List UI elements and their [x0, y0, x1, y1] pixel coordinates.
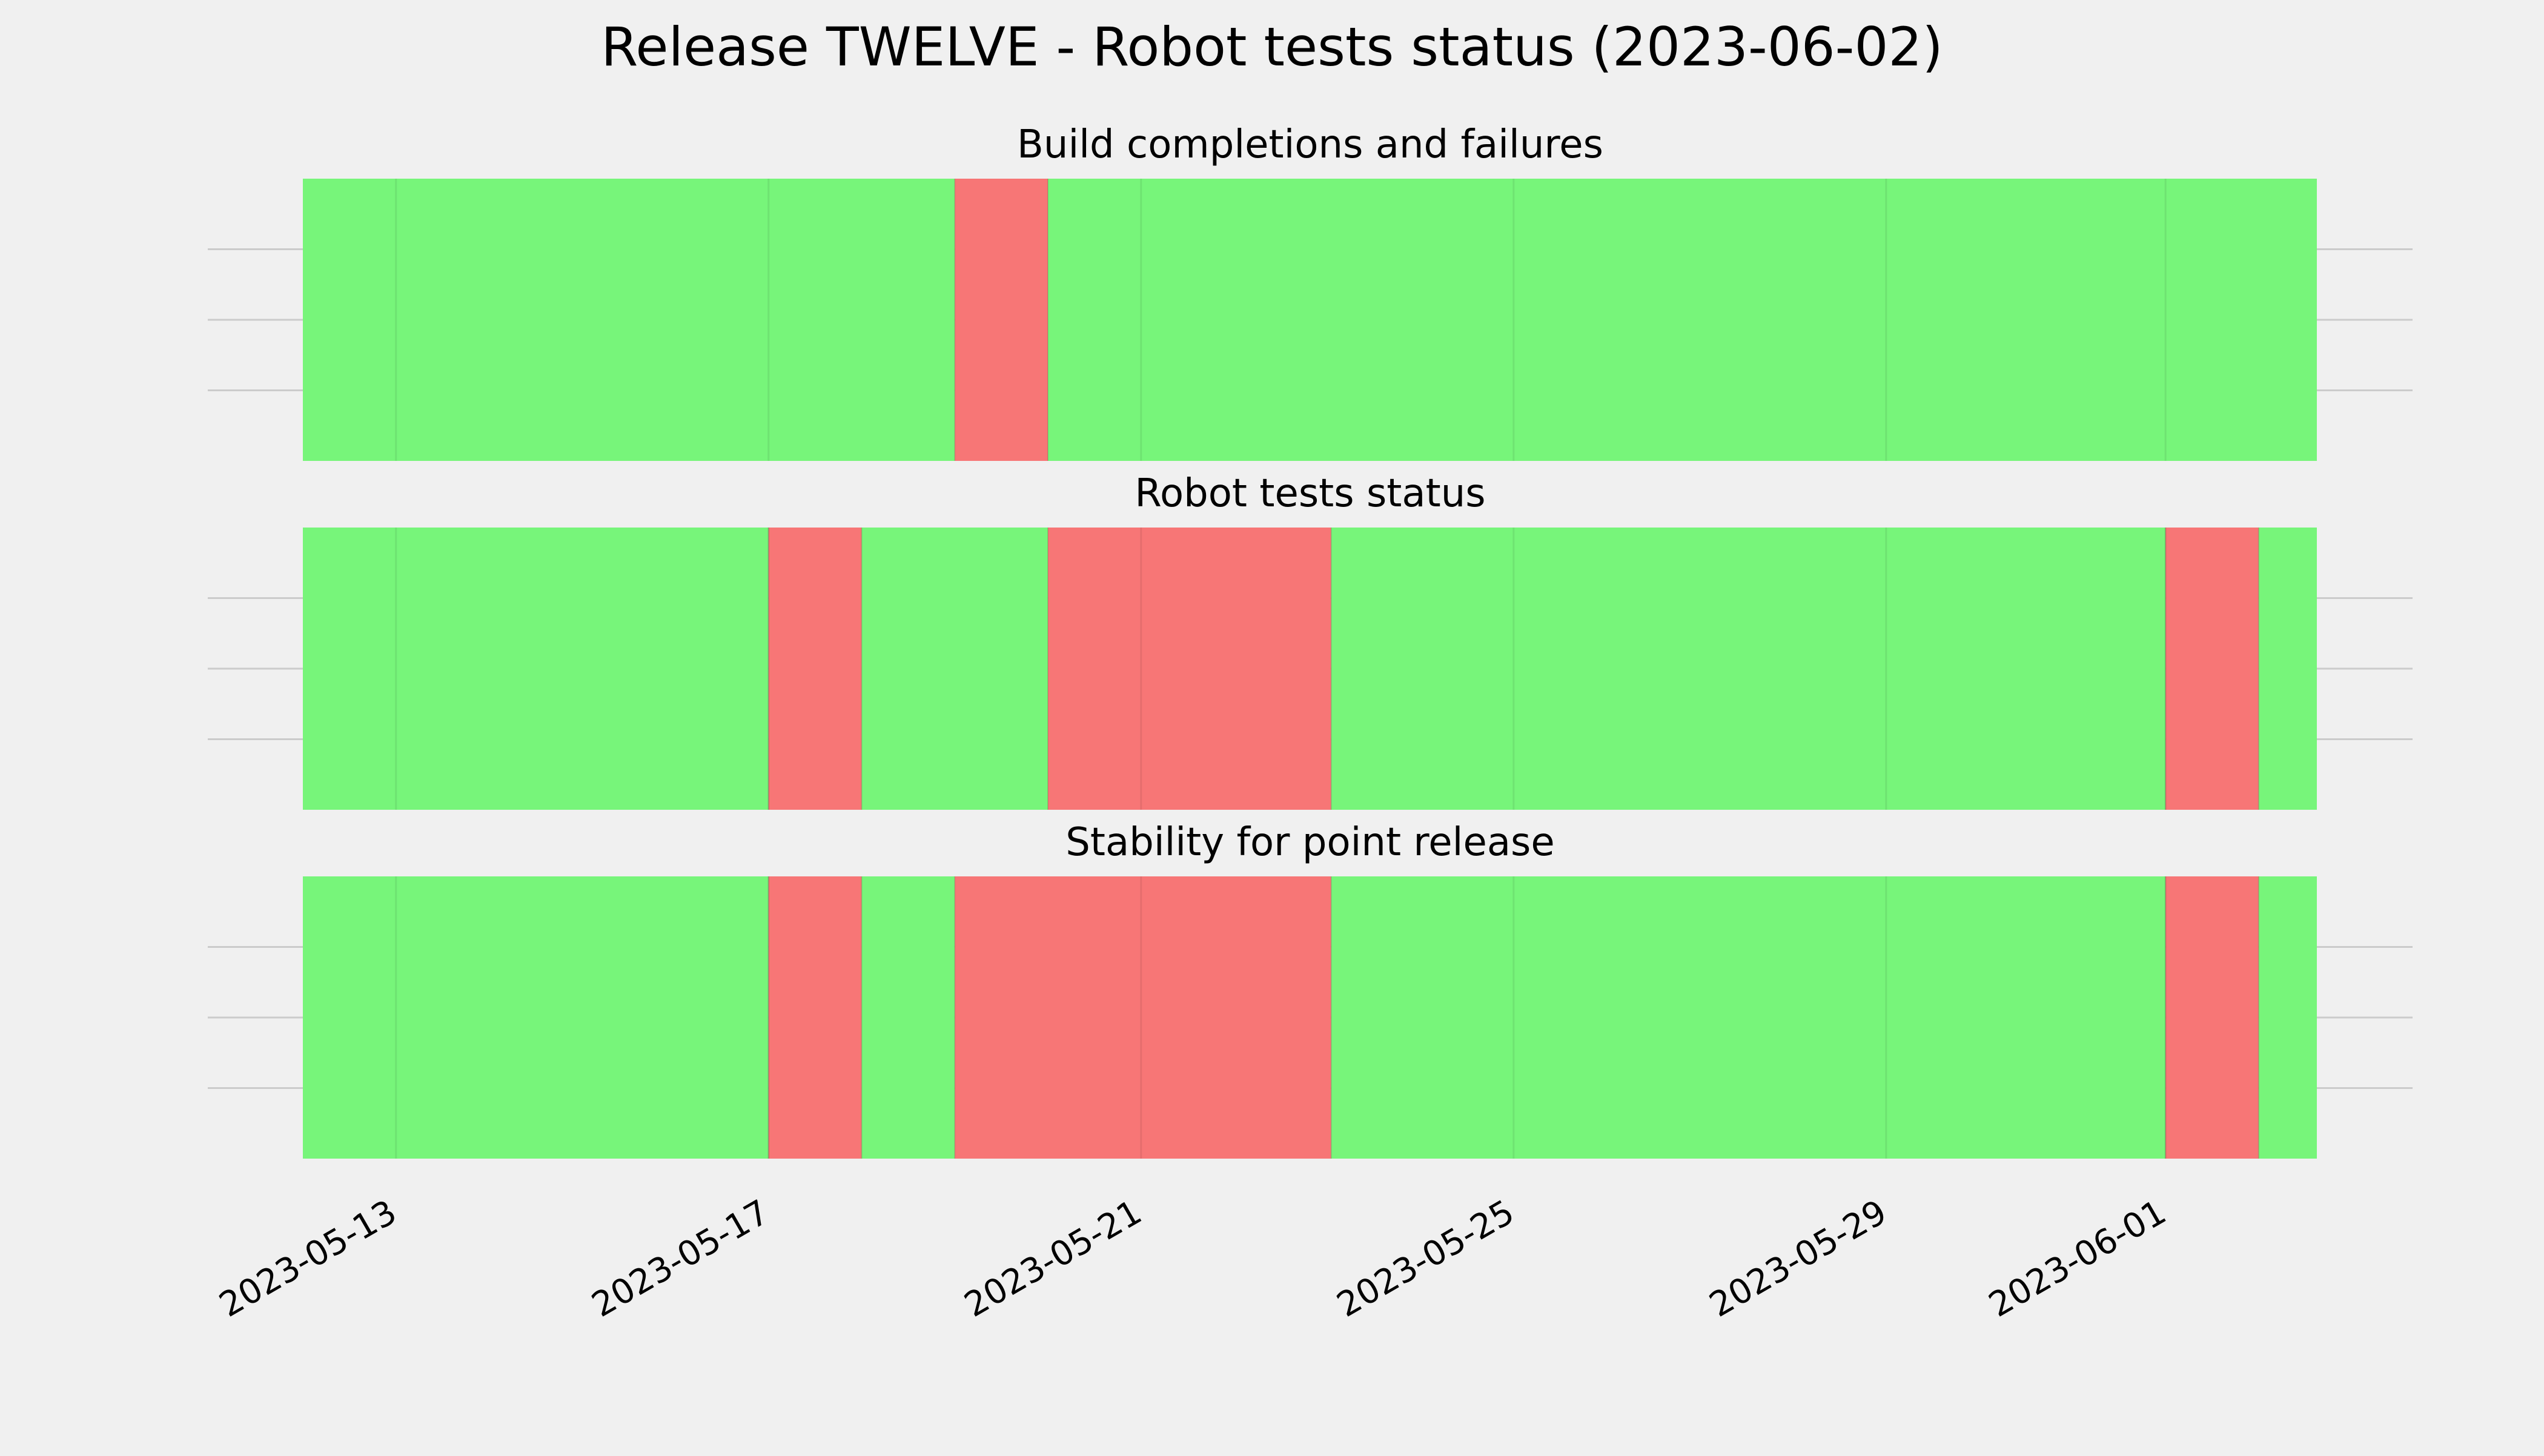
status-segment-fail [955, 876, 1331, 1159]
status-segment-fail [768, 876, 862, 1159]
status-segment-ok [303, 528, 769, 810]
panel-3: Stability for point release [208, 820, 2413, 1159]
panel-2: Robot tests status [208, 471, 2413, 810]
status-segment-fail [2165, 528, 2259, 810]
status-segment-ok [1048, 179, 2317, 461]
panel-1: Build completions and failures [208, 122, 2413, 461]
status-segment-ok [1331, 528, 2166, 810]
status-segment-ok [2258, 876, 2317, 1159]
status-segment-ok [1331, 876, 2166, 1159]
chart-title: Release TWELVE - Robot tests status (202… [601, 16, 1943, 78]
status-segment-fail [1048, 528, 1331, 810]
panel-title: Stability for point release [1065, 820, 1555, 865]
status-segment-fail [2165, 876, 2259, 1159]
status-segment-ok [303, 179, 955, 461]
status-segment-fail [768, 528, 862, 810]
status-segment-ok [303, 876, 769, 1159]
panel-title: Robot tests status [1135, 471, 1485, 516]
status-segment-ok [861, 876, 955, 1159]
status-segment-ok [2258, 528, 2317, 810]
status-segment-fail [955, 179, 1048, 461]
status-segment-ok [861, 528, 1048, 810]
panels-layer: Build completions and failures Robot test… [208, 122, 2413, 1159]
panel-title: Build completions and failures [1017, 122, 1603, 167]
